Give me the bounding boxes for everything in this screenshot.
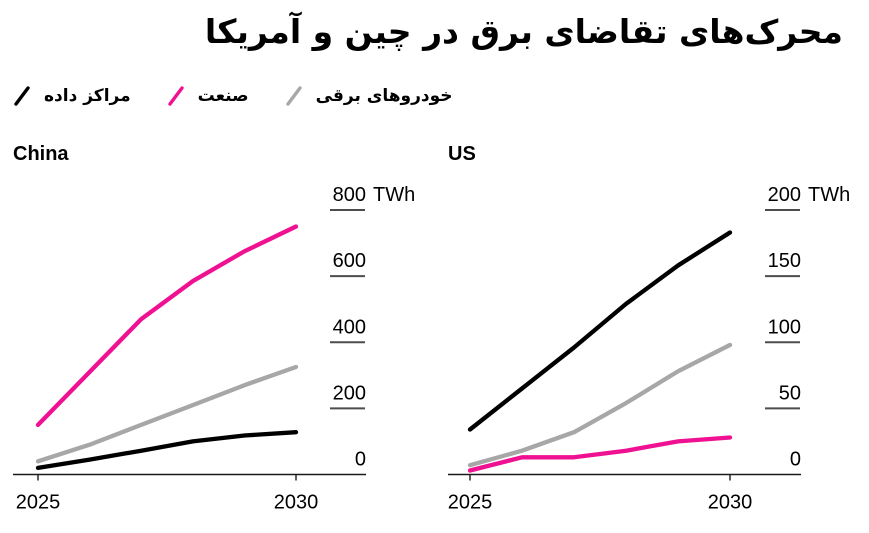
y-tick-label: 800 (333, 184, 366, 206)
y-tick-label: 150 (768, 250, 801, 272)
chart-us: US 0 50 100 150 200 TWh 2025 2030 (435, 135, 869, 533)
legend-label-data-centers: مراکز داده (44, 86, 131, 106)
y-tick-label: 100 (768, 316, 801, 338)
legend: مراکز داده صنعت خودروهای برقی (13, 84, 453, 108)
chart-canvas-us: 0 50 100 150 200 TWh 2025 2030 (448, 184, 850, 514)
chart-subtitle-us: US (448, 143, 476, 165)
x-tick-label: 2025 (16, 492, 61, 514)
industry-line (467, 435, 733, 473)
y-tick-label: 0 (355, 449, 366, 471)
chart-china: China 0 200 400 600 800 TWh 2025 2030 (0, 135, 435, 533)
x-tick-label: 2030 (708, 492, 753, 514)
chart-subtitle-china: China (13, 143, 69, 165)
legend-item-data-centers: مراکز داده (13, 84, 131, 108)
data-centers-line (35, 430, 299, 471)
y-axis-unit: TWh (373, 184, 415, 206)
data-centers-line (467, 230, 733, 432)
legend-item-electric-vehicles: خودروهای برقی (285, 84, 453, 108)
y-tick-label: 0 (790, 449, 801, 471)
industry-slash-icon (167, 86, 184, 106)
legend-label-industry: صنعت (197, 86, 249, 106)
x-tick-label: 2025 (448, 492, 493, 514)
charts-area: China 0 200 400 600 800 TWh 2025 2030 US 0 50 100… (0, 135, 869, 533)
y-tick-label: 200 (768, 184, 801, 206)
y-tick-label: 200 (333, 382, 366, 404)
y-axis-unit: TWh (808, 184, 850, 206)
y-tick-label: 400 (333, 316, 366, 338)
chart-canvas-china: 0 200 400 600 800 TWh 2025 2030 (13, 184, 415, 514)
data-centers-slash-icon (14, 86, 30, 106)
legend-item-industry: صنعت (167, 84, 249, 108)
industry-line (35, 224, 299, 428)
electric-vehicles-slash-icon (285, 86, 302, 106)
page-title: محرک‌های تقاضای برق در چین و آمریکا (204, 12, 843, 51)
electric-vehicles-line (35, 364, 299, 464)
electric-vehicles-line (467, 342, 733, 468)
x-tick-label: 2030 (274, 492, 319, 514)
legend-label-electric-vehicles: خودروهای برقی (315, 86, 453, 106)
y-tick-label: 50 (779, 382, 801, 404)
y-tick-label: 600 (333, 250, 366, 272)
